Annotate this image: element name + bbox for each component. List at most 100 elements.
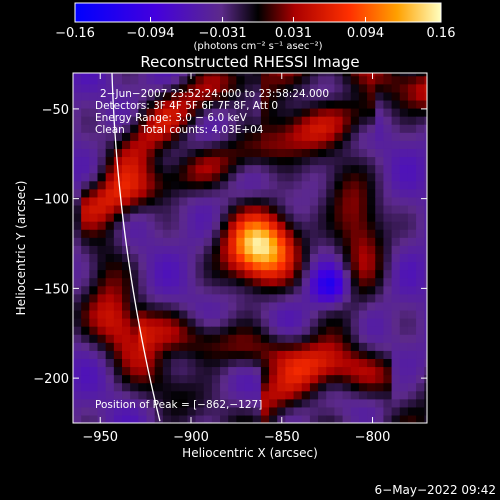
heatmap-cell bbox=[154, 318, 164, 327]
heatmap-cell bbox=[375, 75, 385, 85]
heatmap-cell bbox=[122, 180, 131, 190]
heatmap-cell bbox=[195, 309, 205, 319]
heatmap-cell bbox=[228, 326, 237, 335]
heatmap-cell bbox=[260, 285, 270, 295]
heatmap-cell bbox=[154, 91, 164, 101]
heatmap-cell bbox=[130, 342, 139, 351]
heatmap-cell bbox=[375, 124, 385, 133]
heatmap-cell bbox=[138, 237, 148, 246]
heatmap-cell bbox=[342, 172, 352, 182]
heatmap-cell bbox=[138, 374, 148, 384]
heatmap-cell bbox=[383, 334, 393, 343]
heatmap-cell bbox=[195, 301, 205, 311]
heatmap-cell bbox=[146, 293, 156, 303]
heatmap-cell bbox=[260, 196, 270, 206]
heatmap-cell bbox=[105, 382, 115, 392]
heatmap-cell bbox=[73, 172, 82, 182]
heatmap-cell bbox=[228, 132, 237, 141]
heatmap-cell bbox=[179, 406, 188, 416]
heatmap-cell bbox=[285, 277, 295, 287]
heatmap-cell bbox=[416, 116, 425, 125]
heatmap-cell bbox=[81, 277, 90, 287]
heatmap-cell bbox=[285, 366, 295, 376]
heatmap-cell bbox=[293, 164, 303, 174]
heatmap-cell bbox=[391, 253, 401, 263]
heatmap-cell bbox=[416, 253, 425, 263]
heatmap-cell bbox=[399, 285, 409, 295]
heatmap-cell bbox=[220, 390, 229, 400]
heatmap-cell bbox=[211, 318, 221, 327]
heatmap-cell bbox=[244, 285, 254, 295]
heatmap-cell bbox=[391, 390, 401, 400]
heatmap-cell bbox=[81, 148, 90, 158]
heatmap-cell bbox=[203, 382, 213, 392]
heatmap-cell bbox=[383, 164, 393, 174]
heatmap-cell bbox=[293, 204, 303, 214]
heatmap-cell bbox=[171, 108, 180, 117]
heatmap-cell bbox=[285, 309, 295, 319]
heatmap-cell bbox=[399, 398, 409, 408]
heatmap-cell bbox=[146, 309, 156, 319]
heatmap-cell bbox=[416, 245, 425, 254]
heatmap-cell bbox=[154, 406, 164, 416]
heatmap-cell bbox=[269, 358, 278, 368]
heatmap-cell bbox=[334, 221, 344, 230]
heatmap-cell bbox=[350, 253, 360, 263]
heatmap-cell bbox=[407, 116, 417, 125]
heatmap-cell bbox=[375, 309, 385, 319]
heatmap-cell bbox=[399, 366, 409, 376]
heatmap-cell bbox=[105, 75, 115, 85]
heatmap-cell bbox=[73, 91, 82, 101]
heatmap-cell bbox=[334, 124, 344, 133]
heatmap-cell bbox=[113, 414, 123, 423]
heatmap-cell bbox=[211, 350, 221, 359]
heatmap-cell bbox=[407, 73, 417, 77]
heatmap-cell bbox=[244, 148, 254, 158]
heatmap-cell bbox=[97, 390, 107, 400]
heatmap-cell bbox=[203, 374, 213, 384]
heatmap-cell bbox=[113, 99, 123, 109]
heatmap-cell bbox=[277, 374, 286, 384]
heatmap-cell bbox=[350, 73, 360, 77]
heatmap-cell bbox=[113, 261, 123, 271]
heatmap-cell bbox=[424, 350, 427, 359]
heatmap-cell bbox=[383, 180, 393, 190]
heatmap-cell bbox=[73, 398, 82, 408]
heatmap-cell bbox=[375, 73, 385, 77]
heatmap-cell bbox=[399, 309, 409, 319]
heatmap-cell bbox=[244, 132, 254, 141]
heatmap-cell bbox=[301, 350, 311, 359]
heatmap-cell bbox=[162, 213, 172, 222]
heatmap-cell bbox=[122, 277, 131, 287]
heatmap-cell bbox=[269, 148, 278, 158]
heatmap-cell bbox=[252, 309, 262, 319]
heatmap-cell bbox=[301, 237, 311, 246]
heatmap-cell bbox=[122, 73, 131, 77]
heatmap-cell bbox=[424, 204, 427, 214]
heatmap-cell bbox=[146, 358, 156, 368]
heatmap-cell bbox=[89, 204, 99, 214]
heatmap-cell bbox=[358, 382, 368, 392]
heatmap-cell bbox=[162, 269, 172, 279]
heatmap-cell bbox=[146, 269, 156, 279]
heatmap-cell bbox=[122, 99, 131, 109]
heatmap-cell bbox=[89, 83, 99, 93]
heatmap-cell bbox=[358, 204, 368, 214]
heatmap-cell bbox=[407, 366, 417, 376]
heatmap-cell bbox=[236, 75, 246, 85]
heatmap-cell bbox=[269, 406, 278, 416]
heatmap-cell bbox=[301, 172, 311, 182]
heatmap-cell bbox=[220, 204, 229, 214]
heatmap-cell bbox=[252, 124, 262, 133]
heatmap-cell bbox=[73, 213, 82, 222]
heatmap-cell bbox=[138, 398, 148, 408]
heatmap-cell bbox=[220, 406, 229, 416]
heatmap-cell bbox=[260, 245, 270, 254]
heatmap-cell bbox=[375, 132, 385, 141]
heatmap-cell bbox=[285, 398, 295, 408]
heatmap-cell bbox=[260, 277, 270, 287]
heatmap-cell bbox=[179, 99, 188, 109]
heatmap-cell bbox=[424, 180, 427, 190]
heatmap-cell bbox=[187, 269, 197, 279]
heatmap-cell bbox=[211, 164, 221, 174]
